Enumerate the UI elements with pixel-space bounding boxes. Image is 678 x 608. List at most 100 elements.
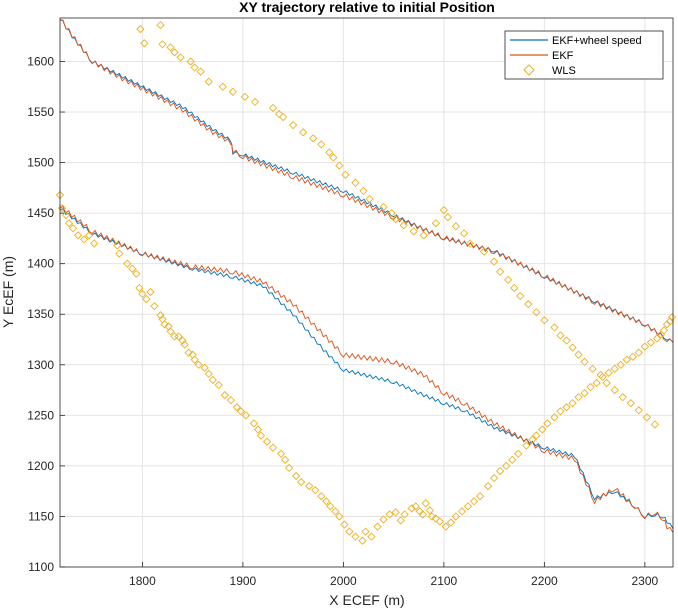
chart-title: XY trajectory relative to initial Positi… [239,0,495,15]
wls-point [309,134,318,143]
wls-point [667,313,677,322]
wls-point [262,437,272,446]
wls-point [532,431,541,440]
wls-point [170,332,179,341]
wls-point [190,63,199,72]
wls-point [628,352,637,361]
wls-point [365,194,374,204]
wls-point [190,355,199,364]
wls-point [419,231,428,240]
wls-point [489,257,499,266]
legend-label-ekf: EKF [552,50,574,62]
wls-point [626,399,635,408]
wls-point [483,481,493,491]
wls-point [602,378,611,388]
wls-point [574,393,583,402]
wls-point [138,289,147,299]
y-tick-label: 1400 [27,257,54,271]
wls-point [407,504,416,513]
wls-point [427,512,436,521]
wls-point [232,403,242,412]
wls-point [642,413,652,422]
wls-point [391,215,400,224]
wls-point [543,419,552,428]
legend-label-wls: WLS [552,65,576,77]
wls-point [588,364,597,373]
wls-point [61,211,71,220]
plot-area [60,18,673,567]
wls-point [194,360,203,369]
wls-point [241,411,251,420]
wls-point [326,502,335,511]
y-tick-label: 1150 [28,509,54,523]
wls-point [586,382,595,392]
wls-point [331,507,340,516]
wls-point [253,425,263,434]
wls-point [528,435,537,444]
wls-point [218,82,227,91]
wls-point [610,385,619,395]
wls-point [504,275,513,284]
wls-point [292,471,301,481]
wls-point [367,532,376,541]
wls-point [475,492,485,501]
wls-point [634,348,643,357]
wls-point [662,320,672,329]
wls-point [524,299,533,309]
wls-point [465,239,475,248]
wls-point [73,231,83,240]
wls-point [457,507,467,516]
wls-point [268,443,278,452]
wls-point [574,350,583,359]
wls-point [322,497,331,506]
wls-point [550,323,559,332]
wls-point [280,455,290,464]
wls-point [236,407,246,416]
wls-point [400,510,409,519]
ekf-line-1 [59,19,674,343]
ekf-line-2 [59,205,674,533]
wls-point [176,53,185,62]
wls-point [297,477,306,487]
wls-point [489,473,499,483]
y-axis-label: Y EcEF (m) [0,256,16,328]
wls-point [128,264,137,273]
ekf-wheel-line-2 [59,208,674,529]
wls-point [479,247,489,256]
wls-point [329,153,338,162]
wls-point [538,425,547,434]
wls-point [459,229,469,238]
wls-point [200,363,209,372]
y-tick-label: 1500 [27,156,54,170]
wls-point [540,316,549,325]
wls-point [514,449,523,458]
wls-point [186,57,195,66]
x-tick-label: 2300 [632,574,659,588]
wls-point [469,497,479,506]
wls-point [568,343,577,352]
x-tick-label: 1800 [129,574,156,588]
wls-point [622,355,631,364]
wls-point [90,239,99,248]
wls-point [256,431,266,440]
wls-point [604,368,613,378]
wls-point [443,213,453,222]
wls-point [646,338,656,347]
x-tick-label: 2200 [531,574,558,588]
wls-point [150,302,159,311]
wls-point [208,375,217,385]
wls-point [616,360,625,369]
wls-point [113,241,122,250]
wls-point [451,222,461,231]
wls-point [68,224,78,233]
wls-point [359,186,368,196]
wls-point [240,92,250,101]
wls-point [341,170,350,179]
wls-point [166,43,175,52]
wls-point [178,336,187,345]
wls-point [411,502,420,511]
wls-point [421,499,430,508]
x-axis-label: X ECEF (m) [329,592,404,608]
wls-point [220,390,229,400]
wls-point [184,348,193,357]
